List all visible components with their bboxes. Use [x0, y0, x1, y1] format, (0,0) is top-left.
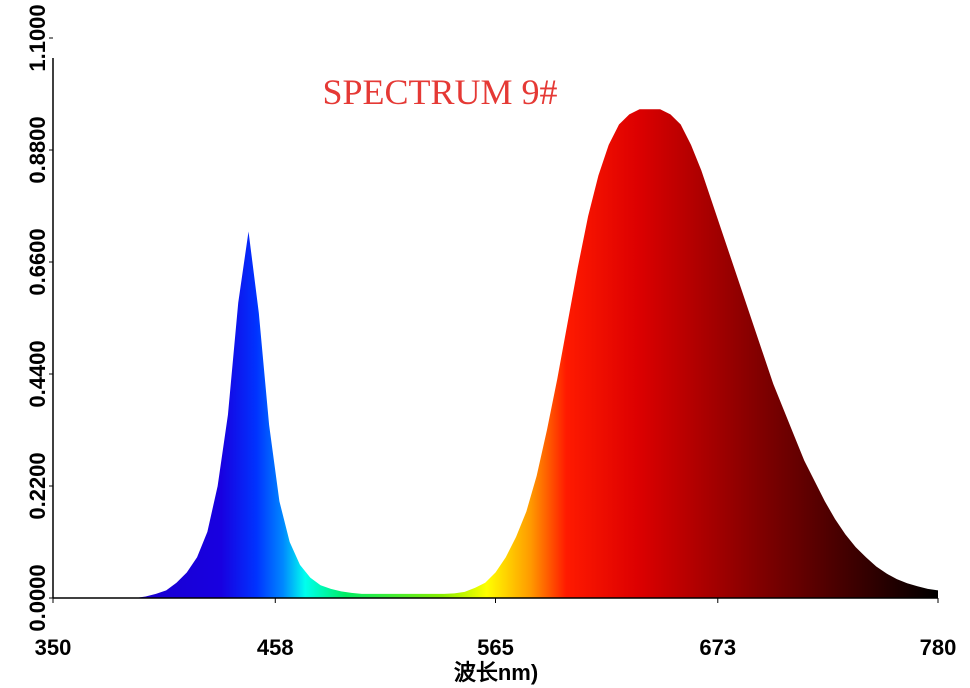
spectrum-area — [53, 109, 938, 599]
x-axis-label: 波长nm) — [454, 660, 538, 685]
y-tick-label: 0.2200 — [25, 452, 50, 519]
x-tick-label: 350 — [35, 635, 72, 660]
chart-title: SPECTRUM 9# — [322, 72, 557, 112]
x-tick-label: 565 — [477, 635, 514, 660]
y-tick-label: 0.8800 — [25, 116, 50, 183]
x-tick-label: 673 — [699, 635, 736, 660]
y-tick-label: 0.0000 — [25, 564, 50, 631]
x-tick-label: 458 — [257, 635, 294, 660]
y-tick-label: 0.6600 — [25, 228, 50, 295]
y-tick-label: 1.1000 — [25, 4, 50, 71]
y-tick-label: 0.4400 — [25, 340, 50, 407]
x-tick-label: 780 — [920, 635, 957, 660]
